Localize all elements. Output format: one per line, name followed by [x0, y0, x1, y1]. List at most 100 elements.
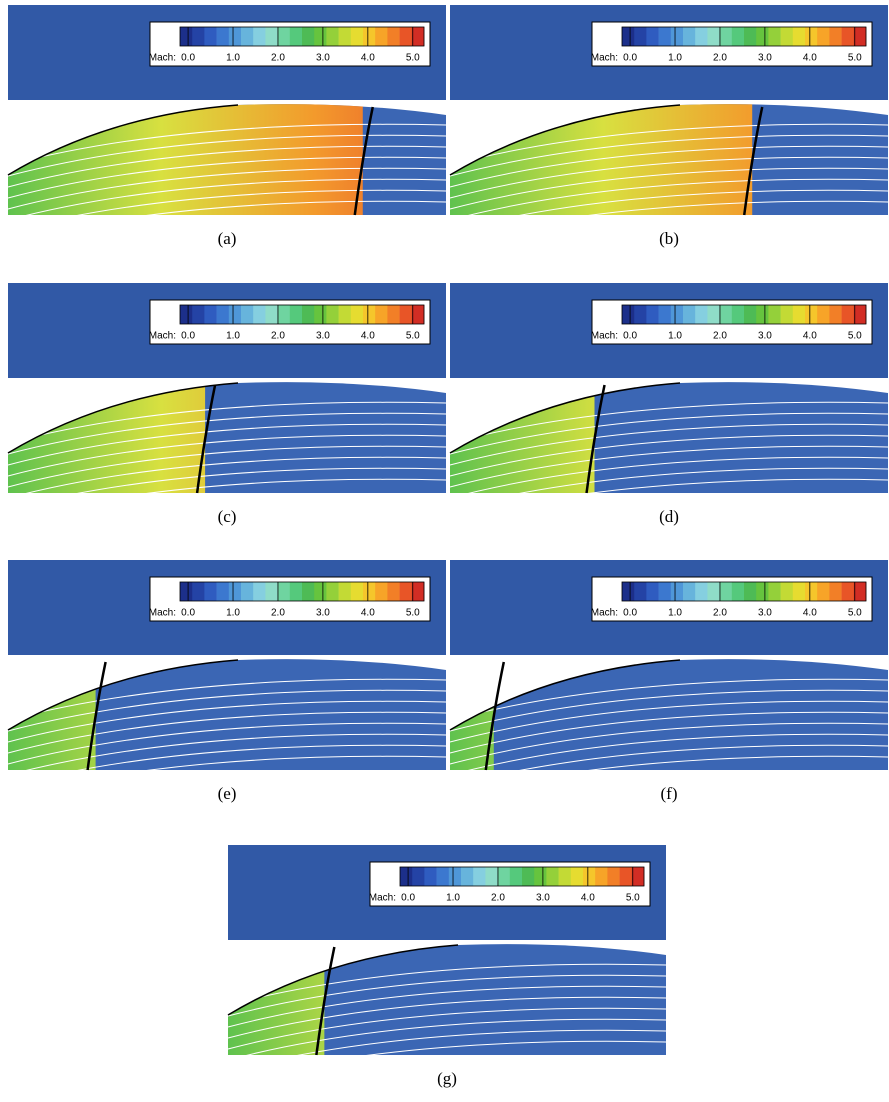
- colorbar-swatch: [375, 305, 388, 324]
- colorbar-swatch: [265, 582, 278, 601]
- colorbar-swatch: [632, 867, 645, 886]
- colorbar-swatch: [326, 27, 339, 46]
- colorbar-swatch: [217, 27, 230, 46]
- colorbar-tick-label: 3.0: [758, 331, 772, 342]
- colorbar-tick-label: 4.0: [361, 53, 375, 64]
- colorbar-swatch: [829, 305, 842, 324]
- colorbar-swatch: [659, 305, 672, 324]
- colorbar-swatch: [768, 582, 781, 601]
- colorbar-tick-label: 0.0: [623, 331, 637, 342]
- colorbar-swatch: [424, 867, 437, 886]
- colorbar-swatch: [646, 305, 659, 324]
- colorbar-swatch: [363, 27, 376, 46]
- colorbar-swatch: [583, 867, 596, 886]
- colorbar-label: Mach:: [591, 608, 618, 619]
- colorbar-swatch: [634, 27, 647, 46]
- colorbar-swatch: [622, 582, 635, 601]
- colorbar-tick-label: 5.0: [848, 608, 862, 619]
- colorbar-tick-label: 1.0: [668, 331, 682, 342]
- panel: Mach:0.01.02.03.04.05.0: [450, 560, 888, 797]
- colorbar-tick-label: 1.0: [226, 331, 240, 342]
- colorbar-swatch: [387, 582, 400, 601]
- colorbar-tick-label: 1.0: [226, 53, 240, 64]
- colorbar-tick-label: 4.0: [361, 331, 375, 342]
- colorbar-tick-label: 2.0: [713, 608, 727, 619]
- colorbar-swatch: [241, 305, 254, 324]
- colorbar-swatch: [241, 582, 254, 601]
- colorbar-swatch: [793, 582, 806, 601]
- colorbar-swatch: [326, 582, 339, 601]
- colorbar-swatch: [805, 27, 818, 46]
- colorbar-tick-label: 4.0: [803, 331, 817, 342]
- colorbar-swatch: [302, 27, 315, 46]
- colorbar-swatch: [805, 582, 818, 601]
- colorbar-tick-label: 1.0: [668, 608, 682, 619]
- colorbar-tick-label: 5.0: [406, 608, 420, 619]
- colorbar-swatch: [854, 582, 867, 601]
- colorbar-swatch: [793, 305, 806, 324]
- colorbar-swatch: [437, 867, 450, 886]
- colorbar-tick-label: 0.0: [181, 331, 195, 342]
- colorbar-swatch: [646, 27, 659, 46]
- colorbar-tick-label: 2.0: [271, 331, 285, 342]
- panel-label: (c): [218, 507, 237, 526]
- colorbar-swatch: [522, 867, 535, 886]
- colorbar-swatch: [241, 27, 254, 46]
- colorbar-tick-label: 0.0: [401, 893, 415, 904]
- colorbar-swatch: [400, 305, 413, 324]
- figure: Mach:0.01.02.03.04.05.0(a)Mach:0.01.02.0…: [0, 0, 889, 1097]
- colorbar-swatch: [204, 582, 217, 601]
- colorbar-swatch: [387, 305, 400, 324]
- colorbar-swatch: [314, 582, 327, 601]
- colorbar-swatch: [732, 305, 745, 324]
- colorbar-tick-label: 3.0: [316, 331, 330, 342]
- colorbar-swatch: [707, 305, 720, 324]
- colorbar-swatch: [842, 27, 855, 46]
- colorbar-tick-label: 2.0: [713, 53, 727, 64]
- colorbar-swatch: [817, 305, 830, 324]
- colorbar-tick-label: 2.0: [713, 331, 727, 342]
- colorbar-swatch: [229, 582, 242, 601]
- colorbar-label: Mach:: [369, 893, 396, 904]
- colorbar-swatch: [768, 27, 781, 46]
- colorbar-swatch: [290, 27, 303, 46]
- colorbar-swatch: [744, 582, 757, 601]
- colorbar-swatch: [363, 305, 376, 324]
- colorbar-swatch: [695, 27, 708, 46]
- colorbar-tick-label: 0.0: [181, 608, 195, 619]
- panel-label: (g): [437, 1069, 457, 1088]
- colorbar-swatch: [546, 867, 559, 886]
- colorbar-tick-label: 4.0: [361, 608, 375, 619]
- colorbar-tick-label: 0.0: [623, 53, 637, 64]
- colorbar-swatch: [732, 27, 745, 46]
- colorbar-tick-label: 3.0: [536, 893, 550, 904]
- colorbar-swatch: [217, 305, 230, 324]
- colorbar-swatch: [351, 305, 364, 324]
- colorbar-swatch: [817, 27, 830, 46]
- colorbar-swatch: [204, 27, 217, 46]
- colorbar-tick-label: 1.0: [226, 608, 240, 619]
- colorbar-tick-label: 0.0: [181, 53, 195, 64]
- colorbar-swatch: [400, 27, 413, 46]
- colorbar-tick-label: 3.0: [316, 53, 330, 64]
- colorbar-label: Mach:: [591, 53, 618, 64]
- colorbar-tick-label: 3.0: [758, 608, 772, 619]
- colorbar-tick-label: 5.0: [406, 53, 420, 64]
- colorbar-swatch: [253, 27, 266, 46]
- colorbar-label: Mach:: [149, 608, 176, 619]
- colorbar-swatch: [720, 582, 733, 601]
- colorbar-swatch: [192, 582, 205, 601]
- colorbar-tick-label: 3.0: [316, 608, 330, 619]
- colorbar-swatch: [229, 27, 242, 46]
- colorbar-swatch: [253, 305, 266, 324]
- colorbar-label: Mach:: [591, 331, 618, 342]
- colorbar-swatch: [204, 305, 217, 324]
- colorbar-swatch: [265, 305, 278, 324]
- colorbar-swatch: [278, 582, 291, 601]
- colorbar-swatch: [265, 27, 278, 46]
- colorbar-swatch: [854, 305, 867, 324]
- colorbar-swatch: [695, 582, 708, 601]
- colorbar-swatch: [659, 582, 672, 601]
